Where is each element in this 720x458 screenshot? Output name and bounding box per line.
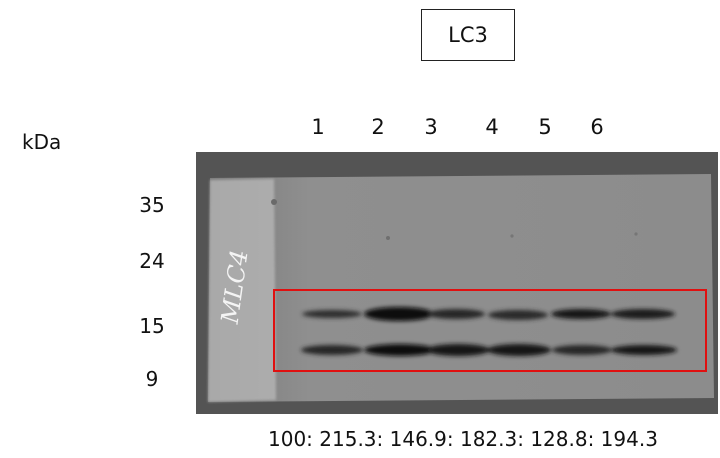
lower-band-row	[301, 344, 677, 356]
band-lower-lane-4	[487, 344, 551, 356]
lane-label-6: 6	[590, 115, 604, 139]
protein-label-box: LC3	[421, 9, 515, 61]
marker-35: 35	[139, 193, 165, 217]
marker-9: 9	[145, 367, 159, 391]
band-lower-lane-1	[301, 345, 363, 355]
highlight-box	[273, 289, 707, 372]
protein-label: LC3	[448, 23, 488, 47]
band-upper-lane-2	[364, 307, 434, 321]
band-lower-lane-5	[552, 345, 612, 355]
band-upper-lane-5	[551, 309, 611, 319]
lane-label-2: 2	[371, 115, 385, 139]
kda-unit-label: kDa	[22, 130, 62, 154]
marker-15: 15	[139, 314, 165, 338]
lane-label-1: 1	[311, 115, 325, 139]
lane-label-3: 3	[424, 115, 438, 139]
band-upper-lane-1	[302, 310, 362, 318]
band-upper-lane-3	[427, 309, 485, 319]
lane-label-5: 5	[538, 115, 552, 139]
marker-24: 24	[139, 249, 165, 273]
membrane	[208, 174, 714, 402]
membrane-edge	[208, 179, 276, 402]
band-upper-lane-4	[488, 310, 548, 320]
western-blot-image: MLC4	[196, 152, 718, 414]
quantification-ratios: 100: 215.3: 146.9: 182.3: 128.8: 194.3	[268, 427, 658, 451]
band-upper-lane-6	[611, 309, 675, 319]
band-lower-lane-3	[426, 344, 490, 356]
band-lower-lane-6	[611, 345, 677, 355]
band-lower-lane-2	[364, 344, 436, 356]
lane-label-4: 4	[485, 115, 499, 139]
upper-band-row	[302, 307, 675, 321]
